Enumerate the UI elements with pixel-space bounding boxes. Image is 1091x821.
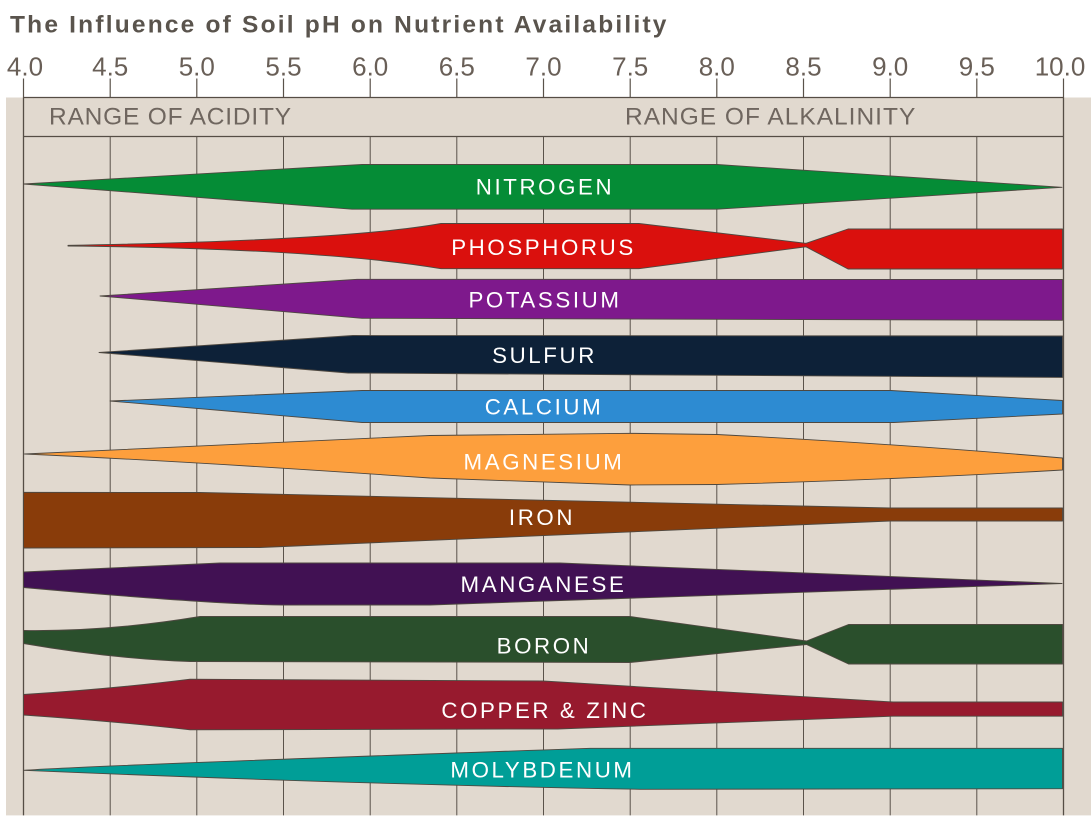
svg-text:RANGE OF ALKALINITY: RANGE OF ALKALINITY xyxy=(625,104,916,131)
svg-text:9.5: 9.5 xyxy=(959,52,995,82)
svg-text:4.0: 4.0 xyxy=(7,52,43,82)
svg-text:CALCIUM: CALCIUM xyxy=(485,395,604,420)
svg-text:PHOSPHORUS: PHOSPHORUS xyxy=(451,235,636,260)
svg-text:9.0: 9.0 xyxy=(872,52,908,82)
svg-text:10.0: 10.0 xyxy=(1035,52,1086,82)
svg-text:6.0: 6.0 xyxy=(352,52,388,82)
svg-text:MANGANESE: MANGANESE xyxy=(461,572,627,597)
svg-text:The Influence of Soil pH on Nu: The Influence of Soil pH on Nutrient Ava… xyxy=(10,12,669,39)
svg-text:8.5: 8.5 xyxy=(785,52,821,82)
svg-text:8.0: 8.0 xyxy=(699,52,735,82)
svg-text:POTASSIUM: POTASSIUM xyxy=(468,288,621,313)
svg-text:RANGE OF ACIDITY: RANGE OF ACIDITY xyxy=(49,104,292,131)
svg-text:MAGNESIUM: MAGNESIUM xyxy=(464,450,625,475)
svg-text:7.5: 7.5 xyxy=(612,52,648,82)
svg-text:IRON: IRON xyxy=(509,505,575,530)
svg-text:5.0: 5.0 xyxy=(179,52,215,82)
svg-text:4.5: 4.5 xyxy=(92,52,128,82)
svg-text:5.5: 5.5 xyxy=(265,52,301,82)
svg-text:MOLYBDENUM: MOLYBDENUM xyxy=(450,758,634,783)
svg-text:7.0: 7.0 xyxy=(525,52,561,82)
svg-text:BORON: BORON xyxy=(497,634,592,659)
svg-text:COPPER & ZINC: COPPER & ZINC xyxy=(441,698,648,723)
svg-text:NITROGEN: NITROGEN xyxy=(476,175,614,200)
svg-text:SULFUR: SULFUR xyxy=(492,343,597,368)
svg-text:6.5: 6.5 xyxy=(439,52,475,82)
